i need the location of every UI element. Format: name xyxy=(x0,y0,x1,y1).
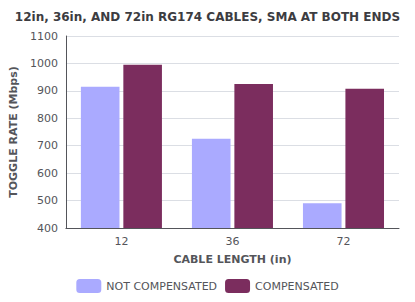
svg-text:NOT COMPENSATED: NOT COMPENSATED xyxy=(106,280,217,293)
svg-text:12: 12 xyxy=(114,235,128,248)
svg-text:TOGGLE RATE (Mbps): TOGGLE RATE (Mbps) xyxy=(7,66,20,198)
svg-text:600: 600 xyxy=(37,167,58,180)
svg-text:800: 800 xyxy=(37,112,58,125)
svg-text:1100: 1100 xyxy=(30,30,58,43)
svg-text:900: 900 xyxy=(37,84,58,97)
svg-text:500: 500 xyxy=(37,194,58,207)
svg-text:COMPENSATED: COMPENSATED xyxy=(255,280,339,293)
svg-text:1000: 1000 xyxy=(30,57,58,70)
svg-text:36: 36 xyxy=(225,235,239,248)
svg-text:700: 700 xyxy=(37,139,58,152)
svg-text:72: 72 xyxy=(336,235,350,248)
svg-text:12in, 36in, AND 72in RG174 CAB: 12in, 36in, AND 72in RG174 CABLES, SMA A… xyxy=(15,10,400,24)
svg-text:CABLE LENGTH (in): CABLE LENGTH (in) xyxy=(173,253,291,266)
svg-text:400: 400 xyxy=(37,222,58,235)
